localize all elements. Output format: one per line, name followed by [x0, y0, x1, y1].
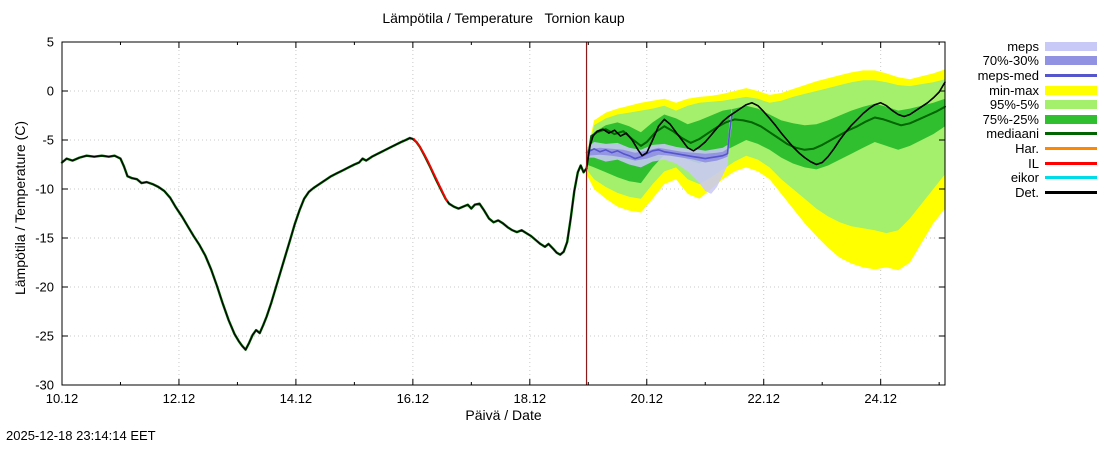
legend-label: meps [1007, 38, 1039, 54]
legend-item-75-25: 75%-25% [978, 112, 1097, 127]
svg-text:-30: -30 [35, 378, 54, 393]
svg-text:-15: -15 [35, 231, 54, 246]
legend-label: mediaani [986, 126, 1039, 142]
legend-item-95-5: 95%-5% [978, 97, 1097, 112]
svg-text:0: 0 [47, 84, 54, 99]
legend-item-meps: meps [978, 39, 1097, 54]
legend-item-det: Det. [978, 185, 1097, 200]
legend-item-har: Har. [978, 141, 1097, 156]
legend-line-swatch [1045, 176, 1097, 180]
legend-line-swatch [1045, 161, 1097, 165]
svg-text:16.12: 16.12 [397, 391, 430, 406]
legend-item-mediaani: mediaani [978, 126, 1097, 142]
svg-text:-20: -20 [35, 280, 54, 295]
legend-label: min-max [989, 82, 1039, 98]
svg-text:5: 5 [47, 35, 54, 50]
svg-text:12.12: 12.12 [163, 391, 196, 406]
legend-band-swatch [1045, 85, 1097, 95]
legend-label: IL [1028, 155, 1039, 171]
legend-item-70-30: 70%-30% [978, 53, 1097, 69]
svg-text:20.12: 20.12 [630, 391, 663, 406]
legend-label: Det. [1015, 184, 1039, 200]
legend-band-swatch [1045, 56, 1097, 66]
chart-title: Lämpötila / Temperature Tornion kaup [382, 10, 625, 26]
svg-text:18.12: 18.12 [514, 391, 547, 406]
svg-text:-25: -25 [35, 329, 54, 344]
legend-label: 75%-25% [982, 111, 1039, 127]
legend-label: meps-med [977, 67, 1039, 83]
legend-label: 95%-5% [989, 97, 1039, 113]
svg-text:-10: -10 [35, 182, 54, 197]
legend-item-min-max: min-max [978, 83, 1097, 98]
legend-band-swatch [1045, 41, 1097, 51]
legend-item-il: IL [978, 156, 1097, 171]
legend-line-swatch [1045, 73, 1097, 77]
svg-text:-5: -5 [42, 133, 54, 148]
svg-text:24.12: 24.12 [864, 391, 897, 406]
legend-label: 70%-30% [982, 53, 1039, 69]
legend-label: eikor [1010, 170, 1039, 186]
legend-item-meps-med: meps-med [978, 68, 1097, 83]
x-axis-label: Päivä / Date [465, 407, 542, 423]
chart-legend: meps 70%-30% meps-med min-max 95%-5% 75%-25% m… [978, 39, 1097, 200]
legend-line-swatch [1045, 132, 1097, 136]
legend-band-swatch [1045, 114, 1097, 124]
svg-text:22.12: 22.12 [747, 391, 780, 406]
timestamp-text: 2025-12-18 23:14:14 EET [6, 428, 156, 443]
legend-line-swatch [1045, 146, 1097, 150]
y-axis-label: Lämpötila / Temperature (C) [12, 120, 28, 296]
legend-band-swatch [1045, 100, 1097, 110]
legend-item-eikor: eikor [978, 170, 1097, 185]
svg-text:10.12: 10.12 [46, 391, 79, 406]
legend-line-swatch [1045, 190, 1097, 194]
svg-text:14.12: 14.12 [280, 391, 313, 406]
legend-label: Har. [1015, 140, 1039, 156]
